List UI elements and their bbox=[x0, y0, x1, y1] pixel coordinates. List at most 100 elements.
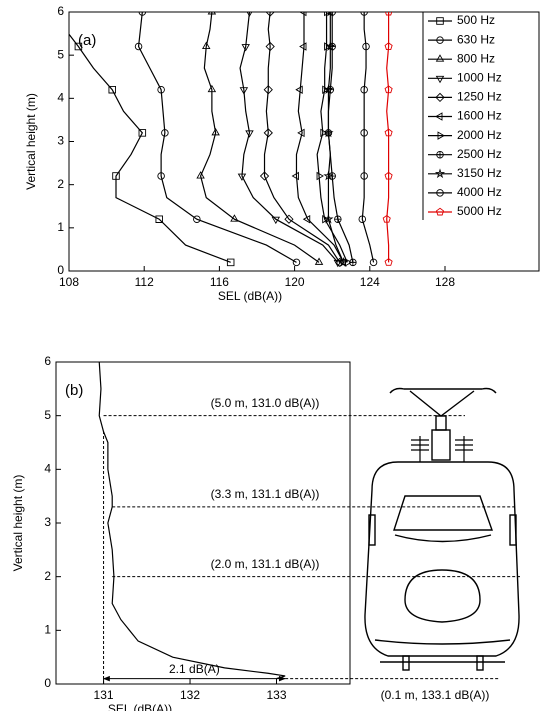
point-marker bbox=[291, 171, 299, 181]
point-marker bbox=[360, 172, 368, 180]
x-tick-label: 116 bbox=[210, 275, 229, 289]
point-marker bbox=[284, 214, 294, 224]
annotation-label: (0.1 m, 133.1 dB(A)) bbox=[381, 688, 490, 702]
point-marker bbox=[239, 87, 249, 95]
y-tick-label: 3 bbox=[57, 134, 64, 148]
point-marker bbox=[157, 172, 165, 180]
legend-marker bbox=[436, 189, 444, 197]
point-marker bbox=[302, 214, 311, 224]
point-marker bbox=[193, 215, 201, 223]
series-line bbox=[137, 12, 297, 263]
legend: 500 Hz 630 Hz 800 Hz 1000 Hz 1250 Hz 1600 Hz 2… bbox=[422, 12, 502, 220]
legend-marker bbox=[436, 17, 444, 25]
y-axis-label: Vertical height (m) bbox=[24, 93, 38, 190]
legend-marker bbox=[437, 131, 445, 140]
point-marker bbox=[138, 129, 147, 137]
point-marker bbox=[265, 12, 275, 17]
point-marker bbox=[334, 215, 342, 223]
legend-marker bbox=[435, 92, 445, 103]
series-line bbox=[239, 12, 339, 263]
y-tick-label: 0 bbox=[44, 676, 51, 690]
series-line bbox=[327, 12, 345, 263]
panel: 108 112 116 120 124 128 0 1 2 3 4 5 6 SEL (dB(A)) Vert… bbox=[24, 4, 540, 303]
point-marker bbox=[237, 173, 247, 181]
point-marker bbox=[211, 127, 220, 136]
point-marker bbox=[322, 85, 330, 94]
point-marker bbox=[112, 172, 120, 180]
x-tick-label: 132 bbox=[180, 688, 200, 702]
point-marker bbox=[263, 85, 273, 95]
x-tick-label: 133 bbox=[266, 688, 286, 702]
point-marker bbox=[384, 258, 393, 266]
y-tick-label: 2 bbox=[57, 177, 64, 191]
point-marker bbox=[384, 42, 393, 50]
y-tick-label: 4 bbox=[57, 91, 64, 105]
point-marker bbox=[358, 215, 367, 223]
legend-marker bbox=[436, 36, 444, 44]
legend-marker bbox=[435, 112, 443, 121]
x-tick-label: 120 bbox=[285, 275, 305, 289]
legend-label: 800 Hz bbox=[457, 51, 495, 65]
point-marker bbox=[196, 171, 205, 179]
x-tick-label: 128 bbox=[435, 275, 455, 289]
point-marker bbox=[299, 12, 307, 17]
point-marker bbox=[271, 216, 281, 225]
point-marker bbox=[324, 42, 332, 51]
point-marker bbox=[384, 85, 393, 94]
point-marker bbox=[259, 171, 270, 181]
x-tick-label: 124 bbox=[360, 275, 380, 289]
point-marker bbox=[230, 214, 239, 222]
point-marker bbox=[360, 129, 368, 137]
point-marker bbox=[362, 42, 370, 51]
point-marker bbox=[299, 42, 307, 51]
legend-label: 5000 Hz bbox=[457, 204, 502, 218]
point-marker bbox=[207, 84, 217, 93]
y-tick-label: 0 bbox=[57, 263, 64, 277]
y-tick-label: 5 bbox=[57, 47, 64, 61]
point-marker bbox=[322, 214, 330, 224]
point-marker bbox=[134, 42, 143, 51]
x-axis-label: SEL (dB(A)) bbox=[218, 289, 282, 303]
annotation-label: (5.0 m, 131.0 dB(A)) bbox=[211, 396, 320, 410]
point-marker bbox=[349, 258, 357, 267]
y-tick-label: 6 bbox=[57, 4, 64, 18]
series-line bbox=[295, 12, 345, 263]
legend-label: 1250 Hz bbox=[457, 90, 502, 104]
y-tick-label: 6 bbox=[44, 354, 51, 368]
point-marker bbox=[360, 86, 368, 94]
legend-label: 630 Hz bbox=[457, 32, 495, 46]
point-marker bbox=[338, 257, 349, 267]
point-marker bbox=[320, 128, 328, 138]
point-marker bbox=[245, 130, 254, 138]
legend-label: 3150 Hz bbox=[457, 166, 502, 180]
point-marker bbox=[207, 12, 217, 15]
legend-marker bbox=[436, 151, 444, 159]
point-marker bbox=[327, 12, 334, 17]
train-drawing bbox=[364, 387, 520, 671]
point-marker bbox=[382, 214, 391, 223]
point-marker bbox=[384, 128, 393, 137]
y-tick-label: 5 bbox=[44, 408, 51, 422]
series-line bbox=[199, 12, 320, 263]
point-marker bbox=[316, 171, 324, 181]
point-marker bbox=[74, 42, 83, 51]
point-marker bbox=[324, 12, 332, 17]
point-marker bbox=[108, 85, 116, 94]
point-marker bbox=[323, 213, 334, 224]
point-marker bbox=[246, 12, 253, 17]
legend-label: 2000 Hz bbox=[457, 128, 502, 142]
legend-label: 1000 Hz bbox=[457, 70, 502, 84]
panel-label: (b) bbox=[65, 382, 83, 399]
legend-label: 2500 Hz bbox=[457, 147, 502, 161]
point-marker bbox=[155, 215, 163, 223]
point-marker bbox=[314, 257, 324, 265]
legend-marker bbox=[435, 207, 445, 216]
legend-label: 1600 Hz bbox=[457, 109, 502, 123]
difference-label: 2.1 dB(A) bbox=[169, 662, 220, 676]
plot-area bbox=[69, 12, 393, 268]
series-line bbox=[361, 12, 375, 263]
legend-label: 4000 Hz bbox=[457, 185, 502, 199]
point-marker bbox=[323, 127, 334, 138]
panel-label: (a) bbox=[78, 32, 96, 49]
